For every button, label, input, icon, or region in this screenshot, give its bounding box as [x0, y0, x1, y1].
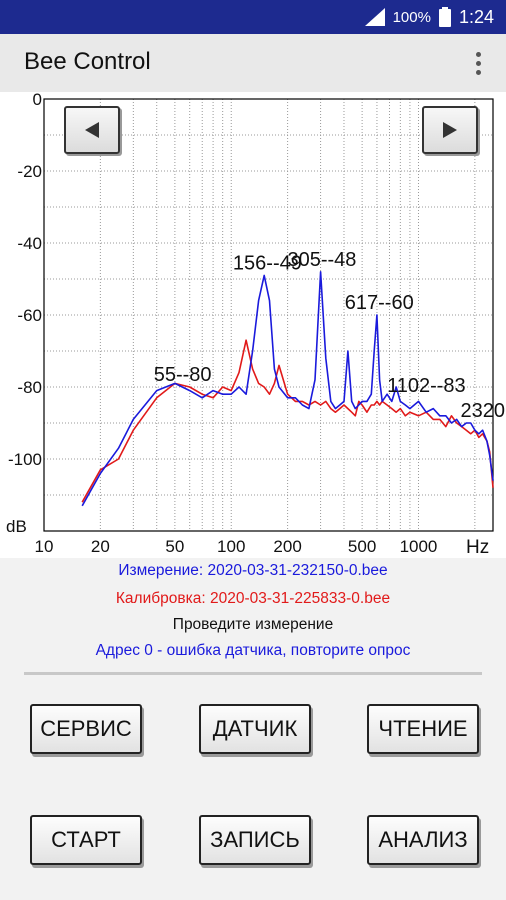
y-tick-label: 0	[33, 92, 42, 109]
status-bar-right: 100% 1:24	[364, 0, 494, 34]
error-message: Адрес 0 - ошибка датчика, повторите опро…	[95, 642, 411, 659]
next-button[interactable]	[422, 106, 478, 154]
analysis-button[interactable]: АНАЛИЗ	[367, 815, 479, 865]
x-tick-label: 10	[35, 537, 54, 556]
y-axis-label: dB	[6, 517, 27, 536]
status-prompt: Проведите измерение	[172, 616, 334, 633]
clock: 1:24	[458, 6, 494, 27]
x-tick-label: 100	[217, 537, 245, 556]
read-button[interactable]: ЧТЕНИЕ	[367, 704, 479, 754]
x-axis-label: Hz	[466, 537, 489, 558]
triangle-left-icon	[85, 122, 99, 138]
y-tick-label: -80	[17, 378, 42, 397]
peak-annotation: 617--60	[345, 292, 414, 314]
peak-annotation: 2320	[461, 400, 506, 422]
app-bar: Bee Control	[0, 34, 506, 93]
app-title: Bee Control	[24, 48, 151, 75]
x-tick-label: 50	[165, 537, 184, 556]
x-tick-label: 500	[348, 537, 376, 556]
x-tick-label: 1000	[400, 537, 438, 556]
signal-icon	[364, 8, 385, 26]
spectrum-chart: 0 -20 -40 -60 -80 -100 10 20 50 100 200 500 1000 55…	[0, 90, 506, 558]
start-button[interactable]: СТАРТ	[30, 815, 142, 865]
peak-annotation: 55--80	[154, 364, 212, 386]
sensor-button[interactable]: ДАТЧИК	[199, 704, 311, 754]
x-tick-label: 200	[273, 537, 301, 556]
y-tick-label: -100	[8, 450, 42, 469]
record-button[interactable]: ЗАПИСЬ	[199, 815, 311, 865]
battery-percent: 100%	[392, 8, 431, 26]
overflow-menu-icon[interactable]	[468, 46, 488, 80]
calibration-file: Калибровка: 2020-03-31-225833-0.bee	[115, 590, 391, 607]
plot-frame	[43, 98, 494, 532]
y-tick-label: -40	[17, 234, 42, 253]
y-tick-label: -60	[17, 306, 42, 325]
peak-annotation: 1102--83	[387, 375, 466, 397]
y-tick-label: -20	[17, 162, 42, 181]
peak-annotation: 156--49	[233, 252, 302, 274]
divider	[24, 672, 482, 675]
measurement-file: Измерение: 2020-03-31-232150-0.bee	[118, 562, 388, 579]
x-tick-label: 20	[91, 537, 110, 556]
measurement-series-line	[81, 271, 494, 507]
prev-button[interactable]	[64, 106, 120, 154]
spectrum-chart-svg: 0 -20 -40 -60 -80 -100 10 20 50 100 200 500 1000 55…	[6, 90, 506, 558]
battery-icon	[438, 7, 451, 27]
peak-annotation: 305--48	[287, 249, 356, 271]
service-button[interactable]: СЕРВИС	[30, 704, 142, 754]
status-bar: 100% 1:24	[0, 0, 506, 34]
triangle-right-icon	[443, 122, 457, 138]
